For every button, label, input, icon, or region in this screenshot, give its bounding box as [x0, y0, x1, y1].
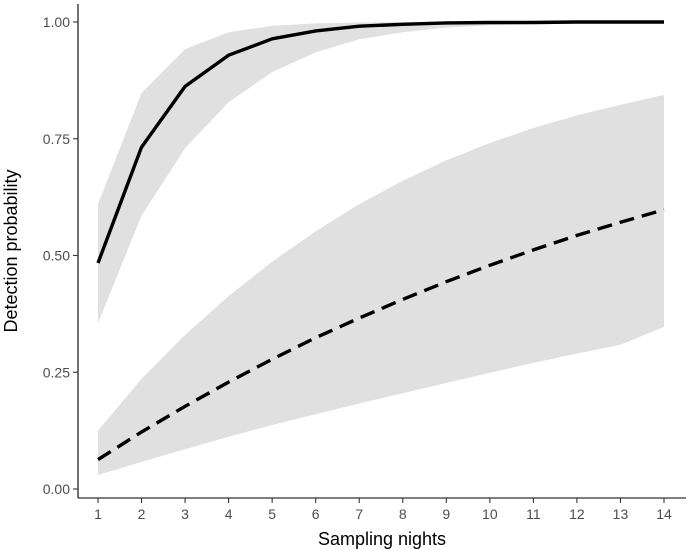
x-tick-label: 8: [399, 506, 407, 522]
x-axis-ticks: 1 2 3 4 5 6 7 8 9 10 11 12 13 14: [94, 498, 672, 522]
y-tick-label: 0.25: [43, 364, 70, 380]
x-tick-label: 4: [225, 506, 233, 522]
x-tick-label: 11: [526, 506, 541, 522]
x-tick-label: 6: [312, 506, 320, 522]
x-tick-label: 7: [355, 506, 363, 522]
x-axis-title: Sampling nights: [318, 529, 446, 549]
y-tick-label: 0.75: [43, 131, 70, 147]
y-tick-label: 0.00: [43, 481, 70, 497]
y-axis-ticks: 0.00 0.25 0.50 0.75 1.00: [43, 14, 78, 497]
confidence-ribbon-2: [98, 94, 664, 476]
y-axis-title: Detection probability: [1, 169, 21, 332]
y-tick-label: 0.50: [43, 248, 70, 264]
x-tick-label: 13: [613, 506, 629, 522]
x-tick-label: 12: [569, 506, 585, 522]
confidence-ribbons: [98, 22, 664, 476]
y-tick-label: 1.00: [43, 14, 70, 30]
x-tick-label: 3: [181, 506, 189, 522]
x-tick-label: 14: [656, 506, 672, 522]
axes: 0.000.250.500.751.00 1 2 3 4 5 6 7 8 9 10 11 12 13 14: [43, 4, 686, 522]
x-tick-label: 2: [138, 506, 146, 522]
x-tick-label: 5: [268, 506, 276, 522]
x-tick-label: 1: [94, 506, 102, 522]
series-lines: [96, 20, 665, 462]
x-tick-label: 9: [442, 506, 450, 522]
x-tick-label: 10: [482, 506, 498, 522]
series-line-1-solid: [96, 20, 664, 264]
